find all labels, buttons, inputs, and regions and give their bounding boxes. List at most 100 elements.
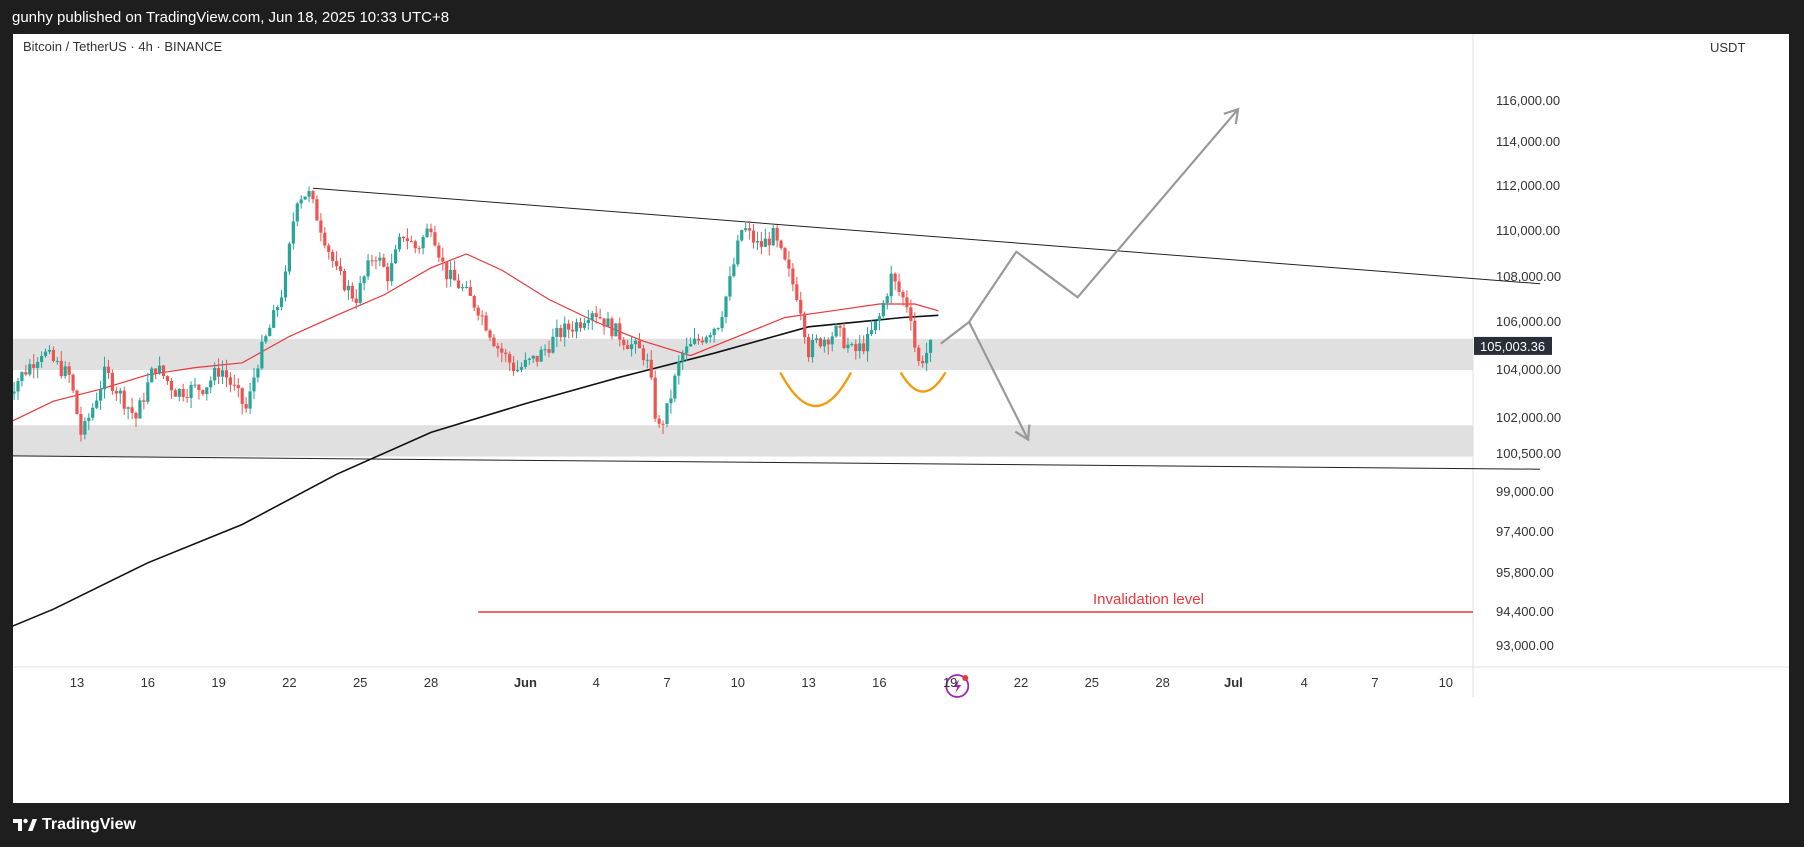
candle-body [67, 366, 71, 375]
trendline-2[interactable] [13, 454, 1541, 470]
candle-body [759, 241, 763, 247]
candle-body [217, 368, 221, 377]
candle-body [177, 388, 181, 397]
candle-body [578, 322, 583, 328]
candle-body [244, 403, 248, 409]
time-tick-label: 19 [211, 675, 225, 690]
trendline-1[interactable] [312, 187, 1541, 285]
chart-frame[interactable]: Invalidation level 116,000.00 114,000.00 11… [13, 34, 1789, 803]
moving-average-black [13, 314, 939, 627]
candle-body [496, 346, 500, 349]
candle-body [547, 349, 551, 353]
candle-body [708, 335, 712, 338]
price-tick-label: 112,000.00 [1496, 178, 1560, 193]
candle-body [571, 329, 575, 332]
candle-body [165, 376, 170, 382]
candle-body [36, 361, 40, 368]
candle-body [484, 315, 488, 331]
candle-body [464, 286, 468, 288]
candle-body [185, 396, 189, 398]
candle-body [232, 384, 236, 386]
candle-body [480, 315, 484, 317]
candle-body [814, 338, 819, 341]
candle-body [335, 261, 339, 267]
candle-body [99, 389, 103, 401]
candle-body [854, 344, 858, 352]
candle-body [543, 349, 547, 351]
candle-body [523, 359, 527, 367]
time-tick-label: 7 [1371, 675, 1378, 690]
candle-body [401, 236, 406, 239]
candle-body [657, 418, 661, 424]
time-tick-label: 16 [141, 675, 155, 690]
candle-body [626, 345, 630, 350]
candle-body [909, 307, 913, 321]
candle-body [590, 313, 594, 320]
candle-body [732, 264, 736, 277]
cup-marker-1[interactable] [779, 371, 853, 408]
candle-body [685, 346, 689, 354]
candle-body [563, 323, 567, 338]
time-tick-label: 13 [70, 675, 84, 690]
candle-body [441, 257, 445, 262]
time-tick-label: Jul [1224, 675, 1243, 690]
candle-body [405, 238, 409, 242]
candle-body [295, 203, 299, 222]
price-chart[interactable]: Invalidation level 116,000.00 114,000.00 11… [13, 34, 1789, 803]
candle-body [850, 344, 854, 346]
candle-body [370, 260, 374, 262]
candle-body [264, 336, 268, 342]
candle-body [220, 370, 225, 377]
candle-body [535, 355, 539, 362]
candle-body [331, 251, 335, 262]
candle-body [47, 349, 52, 352]
tradingview-logo-icon [13, 818, 37, 831]
candle-body [102, 366, 107, 390]
projection-path-1[interactable] [940, 108, 1239, 345]
projection-path-2[interactable] [968, 321, 1030, 441]
candle-body [95, 400, 99, 408]
candle-body [928, 339, 933, 353]
price-tick-label: 93,000.00 [1496, 638, 1554, 653]
candle-body [775, 227, 779, 241]
candle-body [925, 352, 929, 364]
candle-body [260, 341, 264, 369]
cup-marker-2[interactable] [899, 371, 947, 393]
candle-body [433, 232, 437, 246]
candle-body [885, 296, 889, 303]
support-zone-1 [13, 338, 1473, 370]
time-tick-label: 10 [1439, 675, 1453, 690]
candle-body [256, 368, 260, 378]
candle-body [862, 343, 866, 352]
footer-logo[interactable]: TradingView [12, 816, 136, 834]
candle-body [598, 317, 602, 319]
candle-body [700, 340, 704, 343]
candle-body [55, 360, 59, 362]
price-tick-label: 95,800.00 [1496, 565, 1554, 580]
last-price-badge[interactable] [1474, 336, 1552, 355]
candle-body [83, 420, 87, 435]
candle-body [838, 325, 842, 328]
time-tick-label: 28 [1155, 675, 1169, 690]
candle-body [492, 337, 496, 347]
candle-body [622, 339, 626, 346]
candle-body [512, 362, 516, 372]
candle-body [519, 366, 524, 370]
candle-body [834, 325, 838, 337]
candle-body [653, 377, 657, 419]
time-tick-label: 7 [663, 675, 670, 690]
candle-body [142, 400, 146, 402]
candle-body [213, 368, 217, 381]
candle-body [830, 336, 834, 345]
candle-body [559, 327, 563, 338]
candle-body [614, 323, 618, 337]
price-tick-label: 99,000.00 [1496, 484, 1554, 499]
candle-body [272, 310, 276, 328]
footer-bar: TradingView [0, 803, 1804, 847]
currency-label[interactable]: USDT [1710, 40, 1745, 55]
candle-body [771, 227, 775, 246]
time-tick-label: 16 [872, 675, 886, 690]
candle-body [193, 384, 197, 386]
candle-body [43, 351, 48, 357]
candle-body [488, 330, 492, 338]
